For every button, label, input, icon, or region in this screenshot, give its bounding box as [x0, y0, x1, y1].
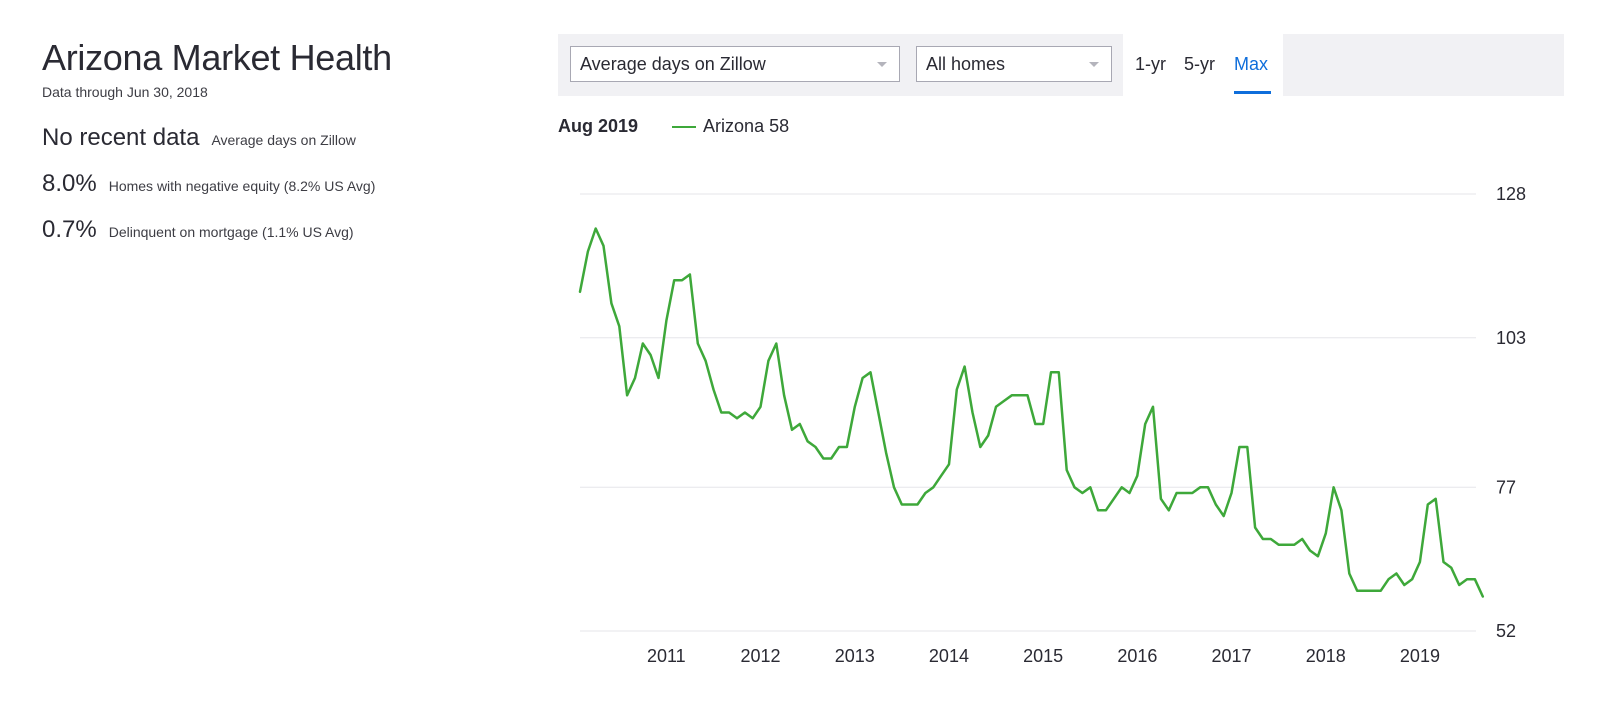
metric-select-value: Average days on Zillow	[580, 54, 766, 74]
time-range-tabs: 1-yr 5-yr Max	[1123, 34, 1283, 96]
stat-value: 0.7%	[42, 216, 97, 243]
stat-value: 8.0%	[42, 170, 97, 197]
y-tick-label: 77	[1496, 477, 1516, 497]
legend-series-swatch	[672, 125, 697, 128]
chart-gridlines	[580, 193, 1476, 632]
chart-toolbar: Average days on Zillow All homes 1-yr 5-…	[558, 34, 1564, 96]
page-title: Arizona Market Health	[42, 37, 392, 78]
stat-label: Delinquent on mortgage (1.1% US Avg)	[108, 224, 354, 240]
range-max-tab[interactable]: Max	[1234, 54, 1269, 74]
x-tick-label: 2011	[647, 646, 686, 666]
y-tick-label: 103	[1496, 328, 1526, 348]
stat-days-on-zillow: No recent data Average days on Zillow	[42, 124, 502, 152]
y-axis-ticks: 52 77 103 128	[1496, 184, 1526, 641]
stat-value: No recent data	[42, 124, 200, 151]
x-tick-label: 2016	[1117, 646, 1157, 666]
range-1yr-tab[interactable]: 1-yr	[1135, 54, 1166, 74]
x-tick-label: 2019	[1400, 646, 1440, 666]
stat-negative-equity: 8.0% Homes with negative equity (8.2% US…	[42, 170, 502, 198]
y-tick-label: 52	[1496, 621, 1516, 641]
range-5yr-tab[interactable]: 5-yr	[1184, 54, 1215, 74]
y-tick-label: 128	[1496, 184, 1526, 204]
x-axis-ticks: 2011 2012 2013 2014 2015 2016 2017 2018 2019	[647, 646, 1440, 666]
x-tick-label: 2012	[741, 646, 781, 666]
stat-label: Homes with negative equity (8.2% US Avg)	[108, 178, 376, 194]
metric-select[interactable]: Average days on Zillow	[570, 46, 900, 82]
stat-label: Average days on Zillow	[211, 132, 356, 148]
chart-legend: Aug 2019 Arizona 58	[558, 116, 789, 137]
active-range-indicator	[1234, 91, 1271, 94]
home-type-select-value: All homes	[926, 54, 1006, 74]
x-tick-label: 2013	[835, 646, 875, 666]
x-tick-label: 2018	[1306, 646, 1346, 666]
stat-delinquent-mortgage: 0.7% Delinquent on mortgage (1.1% US Avg…	[42, 216, 502, 244]
chevron-down-icon	[1089, 62, 1099, 67]
x-tick-label: 2015	[1023, 646, 1063, 666]
legend-date: Aug 2019	[558, 116, 639, 136]
x-tick-label: 2017	[1212, 646, 1252, 666]
summary-panel: Arizona Market Health Data through Jun 3…	[42, 36, 502, 244]
x-tick-label: 2014	[929, 646, 969, 666]
data-date-subtitle: Data through Jun 30, 2018	[42, 84, 208, 100]
series-line-arizona	[578, 227, 1485, 598]
chevron-down-icon	[877, 62, 887, 67]
legend-series-label: Arizona 58	[703, 116, 790, 136]
home-type-select[interactable]: All homes	[916, 46, 1112, 82]
